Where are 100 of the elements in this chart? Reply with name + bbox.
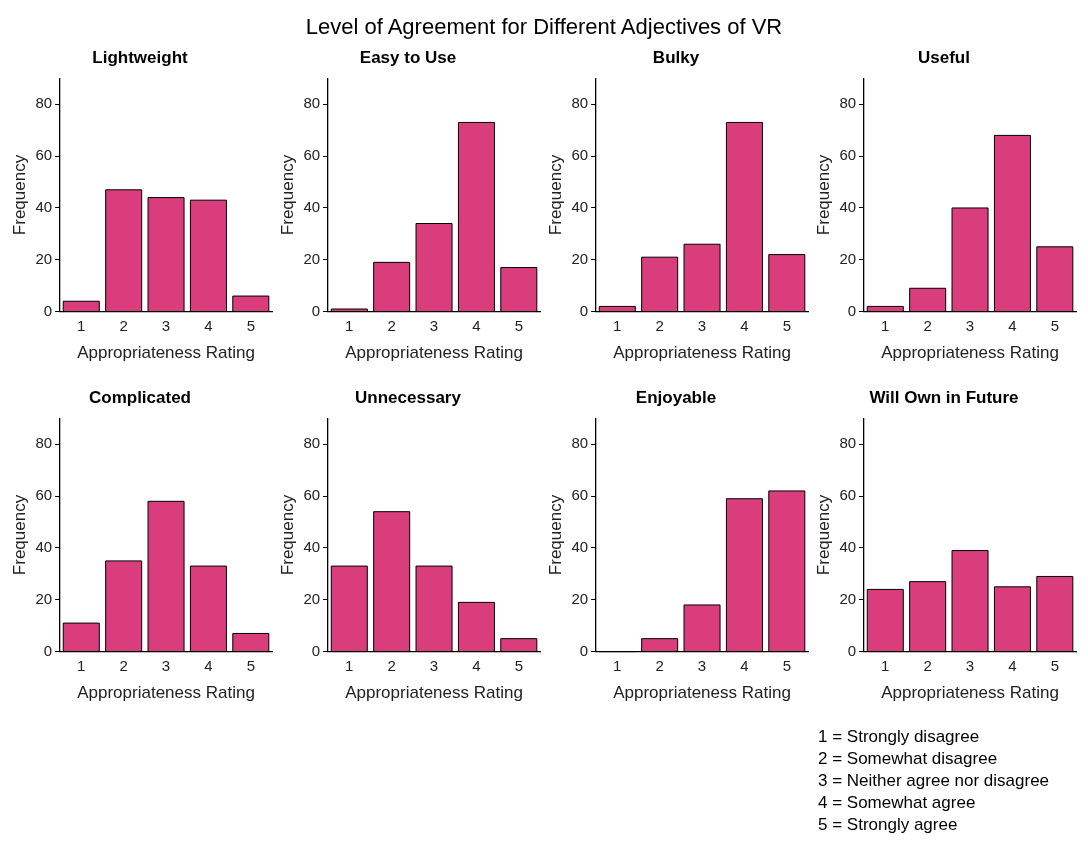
y-tick-label: 0 [311,641,321,659]
y-tick-label: 20 [303,589,321,607]
y-tick-label: 20 [839,589,857,607]
x-tick-label: 3 [429,656,439,674]
x-tick-label: 2 [923,656,932,674]
x-tick-label: 1 [345,656,354,674]
chart-title: Useful [918,47,970,67]
x-axis-title: Appropriateness Rating [881,343,1059,363]
y-tick-label: 40 [35,198,53,216]
x-tick-label: 1 [881,656,890,674]
x-tick-label: 3 [161,316,171,334]
y-axis-title: Frequency [813,494,833,576]
y-tick-label: 60 [35,146,53,164]
y-tick-label: 40 [303,198,321,216]
chart-title: Will Own in Future [869,387,1019,407]
x-tick-label: 3 [697,656,707,674]
y-tick-label: 80 [35,434,53,452]
x-axis-title: Appropriateness Rating [345,343,523,363]
x-tick-label: 2 [655,316,664,334]
x-tick-label: 5 [1050,656,1059,674]
x-tick-label: 3 [429,316,439,334]
y-tick-label: 0 [579,301,589,319]
x-tick-label: 5 [514,316,523,334]
chart-title: Enjoyable [635,387,717,407]
text: 2 = Somewhat disagree [818,748,999,770]
x-axis-title: Appropriateness Rating [77,343,255,363]
chart-title: Easy to Use [359,47,457,67]
y-tick-label: 0 [847,641,857,659]
x-tick-label: 5 [246,316,255,334]
text: 4 = Somewhat agree [818,792,977,814]
y-tick-label: 80 [839,434,857,452]
y-tick-label: 20 [571,589,589,607]
y-tick-label: 0 [579,641,589,659]
y-tick-label: 20 [35,249,53,267]
y-tick-label: 20 [571,249,589,267]
chart-title: Unnecessary [355,387,462,407]
x-tick-label: 2 [923,316,932,334]
y-axis-title: Frequency [813,154,833,236]
x-tick-label: 1 [613,316,622,334]
y-axis-title: Frequency [545,154,565,236]
y-tick-label: 80 [35,94,53,112]
y-tick-label: 20 [839,249,857,267]
x-tick-label: 4 [204,316,213,334]
y-tick-label: 0 [43,301,53,319]
y-tick-label: 40 [571,538,589,556]
y-tick-label: 60 [303,146,321,164]
chart-title: Bulky [652,47,700,67]
x-tick-label: 5 [782,316,791,334]
y-tick-label: 40 [35,538,53,556]
x-tick-label: 2 [387,316,396,334]
y-tick-label: 80 [303,94,321,112]
x-tick-label: 4 [740,656,749,674]
y-tick-label: 0 [311,301,321,319]
chart-title: Lightweight [92,47,189,67]
y-tick-label: 40 [839,538,857,556]
x-tick-label: 4 [472,656,481,674]
y-tick-label: 40 [839,198,857,216]
y-tick-label: 60 [571,146,589,164]
y-tick-label: 20 [35,589,53,607]
y-tick-label: 80 [571,434,589,452]
x-tick-label: 4 [1008,316,1017,334]
y-tick-label: 20 [303,249,321,267]
y-tick-label: 40 [571,198,589,216]
x-tick-label: 3 [697,316,707,334]
y-tick-label: 0 [847,301,857,319]
x-tick-label: 1 [77,316,86,334]
y-axis-title: Frequency [9,154,29,236]
y-tick-label: 60 [571,486,589,504]
x-tick-label: 2 [387,656,396,674]
chart-title: Complicated [88,387,192,407]
x-tick-label: 2 [119,316,128,334]
x-tick-label: 3 [965,316,975,334]
x-tick-label: 3 [161,656,171,674]
x-tick-label: 4 [740,316,749,334]
y-axis-title: Frequency [545,494,565,576]
text: 3 = Neither agree nor disagree [818,770,1051,792]
y-tick-label: 0 [43,641,53,659]
x-tick-label: 4 [204,656,213,674]
x-axis-title: Appropriateness Rating [613,683,791,703]
x-tick-label: 4 [1008,656,1017,674]
x-tick-label: 1 [345,316,354,334]
y-tick-label: 60 [839,486,857,504]
y-tick-label: 80 [571,94,589,112]
x-axis-title: Appropriateness Rating [881,683,1059,703]
x-axis-title: Appropriateness Rating [613,343,791,363]
x-tick-label: 1 [881,316,890,334]
x-tick-label: 5 [1050,316,1059,334]
y-tick-label: 40 [303,538,321,556]
text: 5 = Strongly agree [818,814,959,836]
y-tick-label: 60 [303,486,321,504]
y-axis-title: Frequency [277,154,297,236]
x-axis-title: Appropriateness Rating [345,683,523,703]
x-tick-label: 2 [655,656,664,674]
x-tick-label: 5 [246,656,255,674]
y-tick-label: 60 [839,146,857,164]
x-axis-title: Appropriateness Rating [77,683,255,703]
y-tick-label: 80 [839,94,857,112]
x-tick-label: 5 [782,656,791,674]
x-tick-label: 1 [613,656,622,674]
y-axis-title: Frequency [9,494,29,576]
